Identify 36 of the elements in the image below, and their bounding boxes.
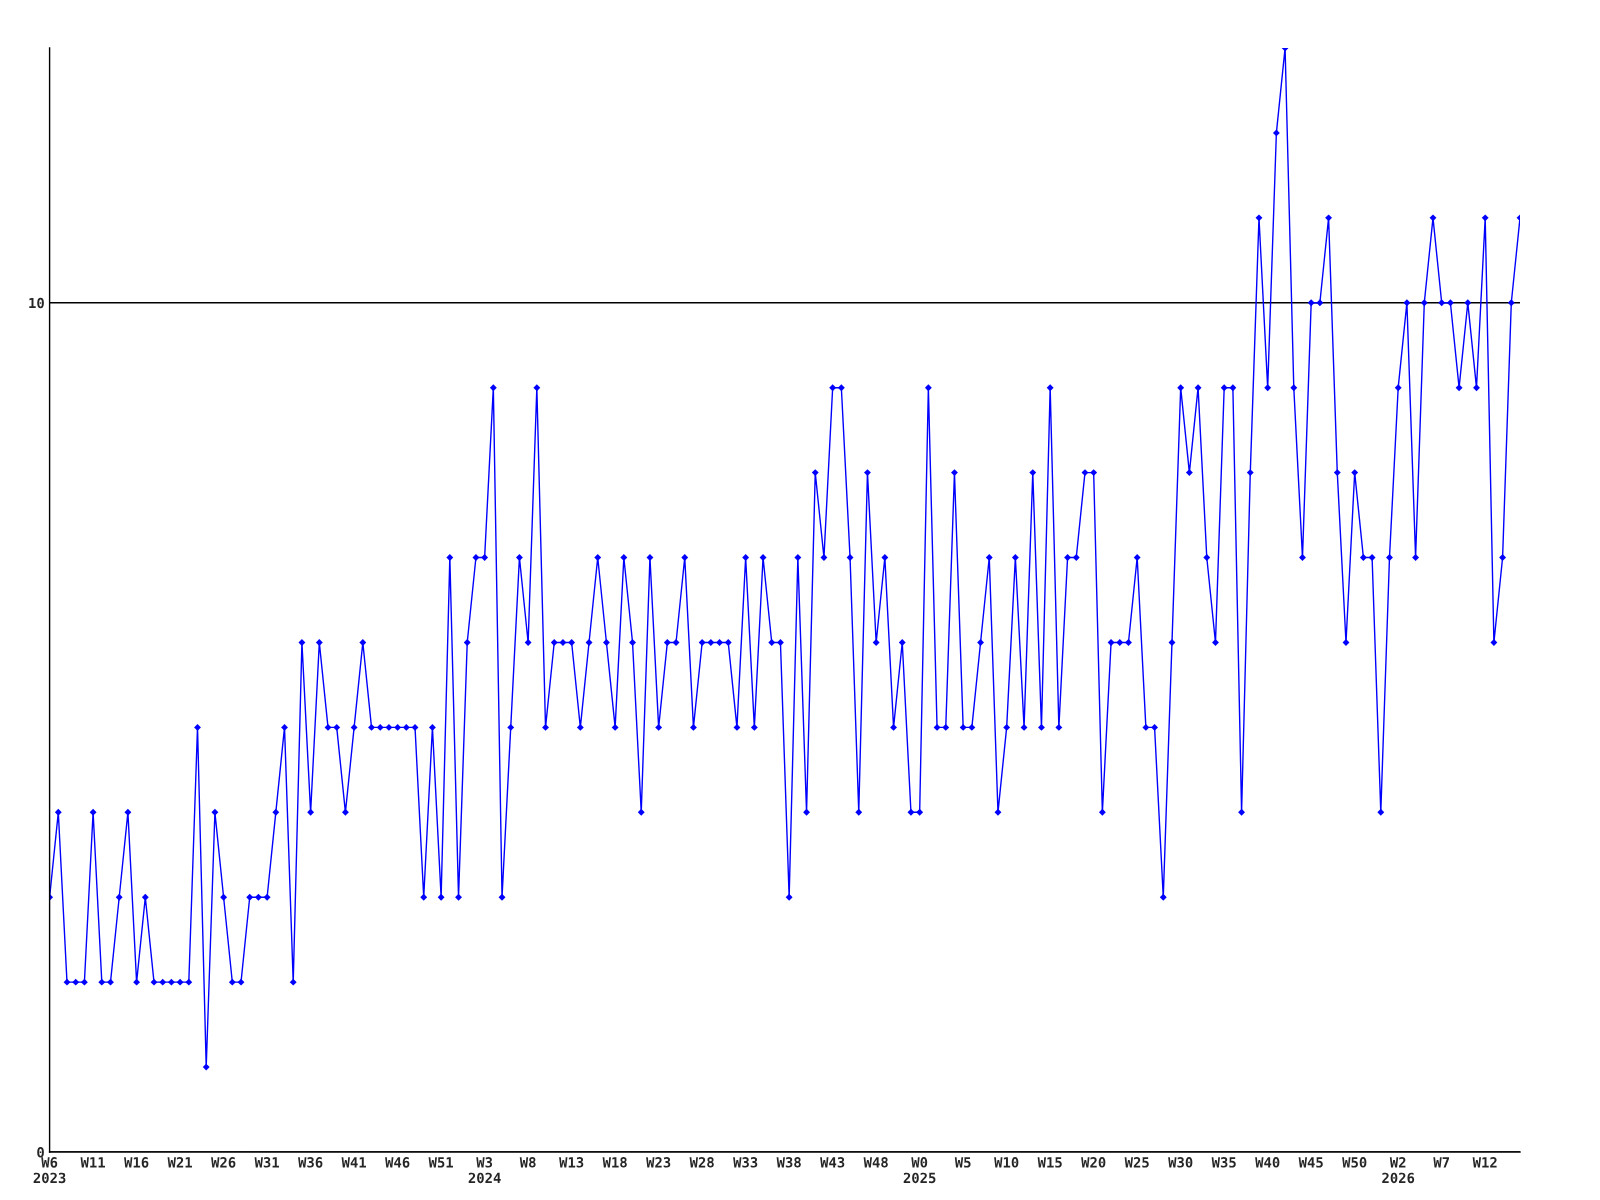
x-tick-label: W28 — [689, 1157, 714, 1168]
x-tick-label: W12 — [1472, 1157, 1497, 1168]
x-tick-label: W15 — [1037, 1157, 1062, 1168]
x-tick-label: W13 — [559, 1157, 584, 1168]
x-tick-label: W10 — [994, 1157, 1019, 1168]
x-tick-label: W45 — [1298, 1157, 1323, 1168]
x-tick-label: W35 — [1211, 1157, 1236, 1168]
x-tick-label: W43 — [820, 1157, 845, 1168]
y-tick-label: 0 — [37, 1146, 44, 1158]
x-tick-label: W16 — [124, 1157, 149, 1168]
x-tick-label: W6 2023 — [33, 1157, 66, 1184]
x-tick-label: W23 — [646, 1157, 671, 1168]
x-tick-label: W38 — [776, 1157, 801, 1168]
x-tick-label: W51 — [428, 1157, 454, 1168]
x-tick-label: W50 — [1342, 1157, 1367, 1168]
x-tick-label: W26 — [211, 1157, 236, 1168]
x-tick-label: W46 — [385, 1157, 410, 1168]
x-tick-label: W11 — [80, 1157, 105, 1168]
x-tick-label: W41 — [341, 1157, 366, 1168]
x-tick-label: W3 2024 — [468, 1157, 501, 1184]
x-tick-label: W30 — [1168, 1157, 1193, 1168]
x-tick-label: W25 — [1124, 1157, 1149, 1168]
x-tick-label: W40 — [1255, 1157, 1280, 1168]
x-tick-label: W8 — [519, 1157, 536, 1168]
x-tick-label: W33 — [733, 1157, 758, 1168]
x-tick-label: W36 — [298, 1157, 323, 1168]
x-tick-label: W48 — [863, 1157, 888, 1168]
x-tick-label: W21 — [167, 1157, 192, 1168]
x-tick-label: W0 2025 — [903, 1157, 936, 1184]
y-tick-label: 10 — [29, 297, 44, 309]
x-tick-label: W2 2026 — [1382, 1157, 1415, 1184]
x-tick-label: W20 — [1081, 1157, 1106, 1168]
x-tick-label: W18 — [602, 1157, 627, 1168]
x-tick-label: W5 — [954, 1157, 971, 1168]
x-tick-label: W7 — [1433, 1157, 1450, 1168]
x-tick-label: W31 — [254, 1157, 279, 1168]
